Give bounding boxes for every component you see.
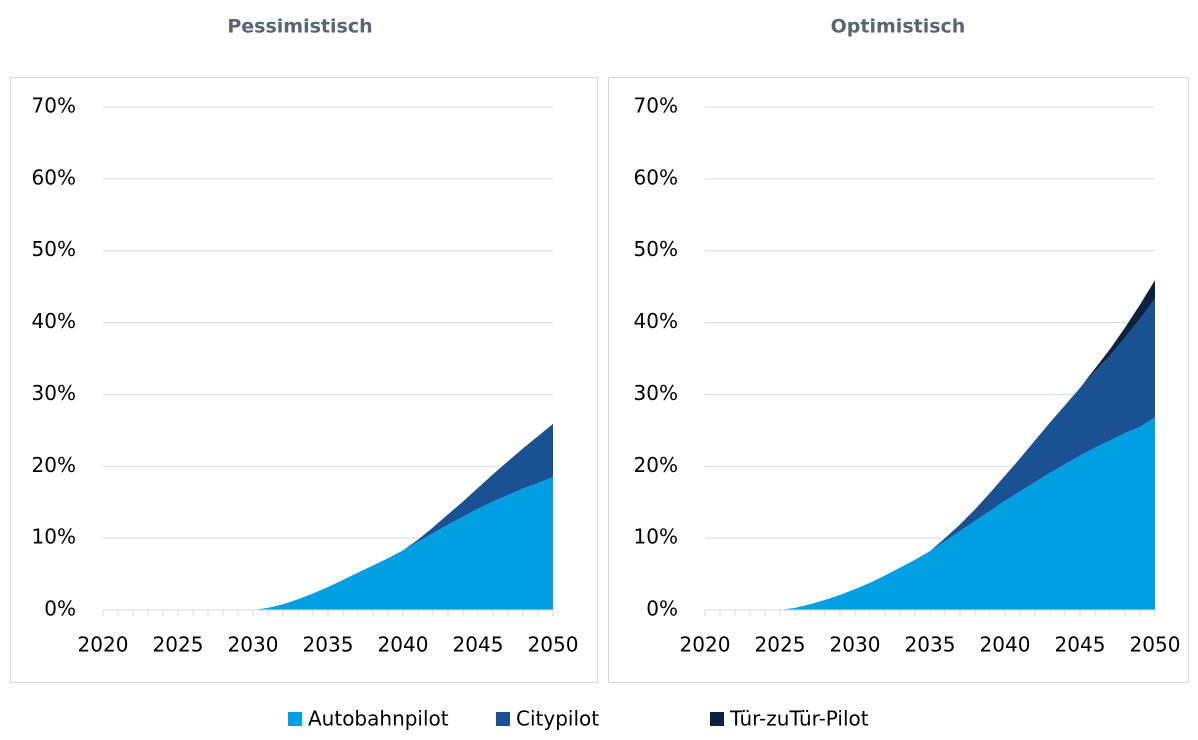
y-tick-label: 20% bbox=[634, 453, 678, 477]
x-tick-label: 2050 bbox=[1130, 633, 1181, 657]
x-tick-label: 2040 bbox=[980, 633, 1031, 657]
y-tick-label: 10% bbox=[634, 525, 678, 549]
x-tick-label: 2040 bbox=[378, 633, 429, 657]
y-tick-label: 30% bbox=[634, 381, 678, 405]
panel-frame bbox=[10, 77, 598, 683]
panel-title: Optimistisch bbox=[831, 16, 966, 38]
legend-label: Citypilot bbox=[516, 707, 599, 731]
x-tick-label: 2025 bbox=[755, 633, 806, 657]
x-tick-label: 2045 bbox=[1055, 633, 1106, 657]
y-tick-label: 60% bbox=[32, 165, 76, 189]
x-tick-label: 2050 bbox=[528, 633, 579, 657]
y-tick-label: 60% bbox=[634, 165, 678, 189]
x-tick-label: 2025 bbox=[153, 633, 204, 657]
x-tick-label: 2020 bbox=[78, 633, 129, 657]
y-tick-label: 0% bbox=[44, 597, 76, 621]
y-tick-label: 70% bbox=[634, 94, 678, 118]
area bbox=[103, 477, 553, 610]
area bbox=[705, 298, 1155, 610]
legend-swatch bbox=[288, 712, 302, 726]
legend-swatch bbox=[496, 712, 510, 726]
area bbox=[705, 417, 1155, 610]
legend-swatch bbox=[710, 712, 724, 726]
y-tick-label: 10% bbox=[32, 525, 76, 549]
y-tick-label: 40% bbox=[634, 309, 678, 333]
x-tick-label: 2045 bbox=[453, 633, 504, 657]
legend-label: Tür-zuTür-Pilot bbox=[729, 707, 869, 731]
y-tick-label: 50% bbox=[634, 237, 678, 261]
x-tick-label: 2020 bbox=[680, 633, 731, 657]
x-tick-label: 2030 bbox=[228, 633, 279, 657]
panel-title: Pessimistisch bbox=[227, 16, 372, 38]
legend-label: Autobahnpilot bbox=[308, 707, 449, 731]
y-tick-label: 0% bbox=[646, 597, 678, 621]
y-tick-label: 50% bbox=[32, 237, 76, 261]
y-tick-label: 40% bbox=[32, 309, 76, 333]
y-tick-label: 30% bbox=[32, 381, 76, 405]
x-tick-label: 2030 bbox=[830, 633, 881, 657]
x-tick-label: 2035 bbox=[303, 633, 354, 657]
x-tick-label: 2035 bbox=[905, 633, 956, 657]
y-tick-label: 70% bbox=[32, 94, 76, 118]
panel-frame bbox=[608, 77, 1189, 683]
y-tick-label: 20% bbox=[32, 453, 76, 477]
